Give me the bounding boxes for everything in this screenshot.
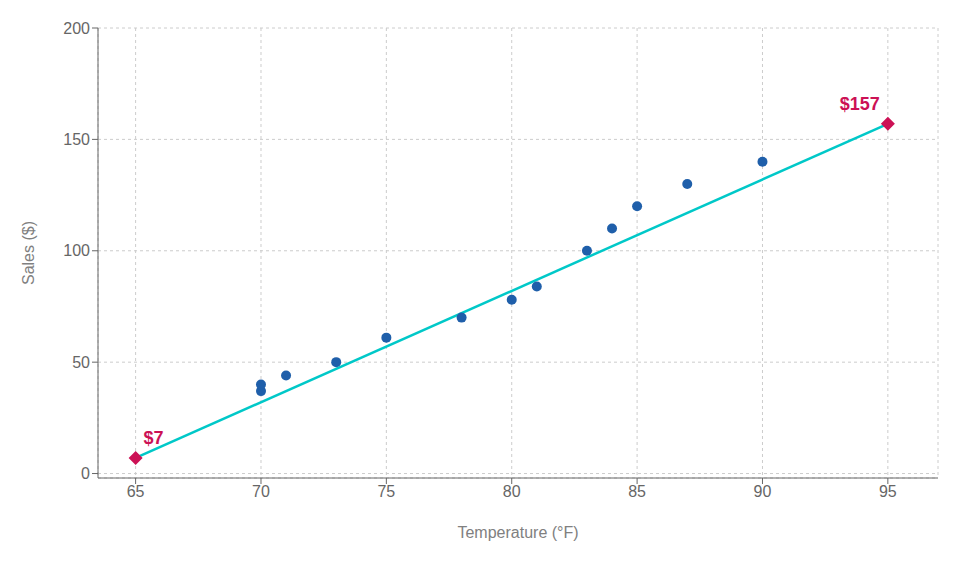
svg-text:80: 80 (503, 483, 521, 500)
svg-text:75: 75 (377, 483, 395, 500)
svg-text:50: 50 (72, 354, 90, 371)
svg-text:Temperature (°F): Temperature (°F) (457, 524, 578, 541)
svg-text:65: 65 (127, 483, 145, 500)
svg-text:$7: $7 (144, 428, 164, 448)
svg-text:Sales ($): Sales ($) (20, 221, 37, 285)
svg-text:85: 85 (628, 483, 646, 500)
svg-text:90: 90 (754, 483, 772, 500)
svg-text:70: 70 (252, 483, 270, 500)
svg-text:200: 200 (63, 20, 90, 37)
svg-text:150: 150 (63, 131, 90, 148)
svg-text:95: 95 (879, 483, 897, 500)
svg-text:0: 0 (81, 465, 90, 482)
svg-text:100: 100 (63, 242, 90, 259)
svg-text:$157: $157 (840, 94, 880, 114)
